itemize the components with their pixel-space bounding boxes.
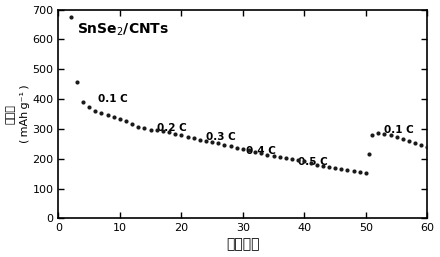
Point [98, 111, 105, 115]
Point [424, 145, 431, 150]
Point [381, 132, 388, 136]
Point [153, 128, 160, 132]
Point [332, 166, 339, 170]
Point [147, 127, 154, 132]
Point [110, 115, 117, 119]
Text: 0.1 C: 0.1 C [385, 125, 414, 135]
Text: 0.1 C: 0.1 C [98, 94, 128, 104]
Point [141, 126, 148, 130]
Point [215, 141, 222, 145]
Point [239, 147, 246, 151]
Point [104, 113, 111, 117]
Point [122, 120, 129, 124]
Point [307, 161, 314, 165]
Point [276, 155, 283, 159]
Point [73, 80, 80, 84]
Point [221, 143, 228, 147]
Point [67, 15, 74, 19]
Point [85, 105, 92, 109]
Point [326, 165, 333, 169]
Point [165, 131, 172, 135]
Point [338, 167, 345, 171]
Point [252, 150, 259, 154]
Point [356, 170, 363, 174]
Point [301, 159, 308, 163]
Point [233, 146, 240, 150]
Point [369, 133, 376, 137]
Point [209, 140, 216, 144]
Point [350, 169, 357, 173]
Text: 0.4 C: 0.4 C [246, 146, 276, 156]
Point [258, 151, 265, 155]
Point [289, 157, 296, 161]
Point [282, 155, 290, 160]
Point [412, 141, 419, 145]
Point [363, 171, 370, 175]
X-axis label: 循环次数: 循环次数 [226, 237, 260, 251]
Point [92, 109, 99, 113]
Point [135, 124, 142, 128]
Point [190, 136, 197, 141]
Point [116, 117, 123, 121]
Point [172, 132, 179, 136]
Y-axis label: 比电容
( mAh g⁻¹ ): 比电容 ( mAh g⁻¹ ) [6, 85, 29, 143]
Point [418, 143, 425, 147]
Point [295, 158, 302, 162]
Point [313, 163, 320, 167]
Point [227, 144, 234, 148]
Point [184, 135, 191, 139]
Point [178, 133, 185, 137]
Point [246, 148, 253, 152]
Point [366, 152, 373, 156]
Point [270, 154, 277, 158]
Point [344, 168, 351, 172]
Point [406, 139, 413, 143]
Text: SnSe$_2$/CNTs: SnSe$_2$/CNTs [77, 22, 169, 39]
Point [196, 137, 203, 142]
Point [128, 122, 136, 126]
Point [79, 100, 86, 104]
Point [375, 131, 382, 135]
Text: 0.3 C: 0.3 C [206, 132, 236, 142]
Point [400, 137, 407, 141]
Point [393, 135, 400, 139]
Point [202, 139, 209, 143]
Text: 0.2 C: 0.2 C [157, 123, 187, 133]
Point [264, 152, 271, 157]
Text: 0.5 C: 0.5 C [298, 157, 328, 167]
Point [387, 133, 394, 137]
Point [319, 164, 326, 168]
Point [159, 129, 166, 133]
